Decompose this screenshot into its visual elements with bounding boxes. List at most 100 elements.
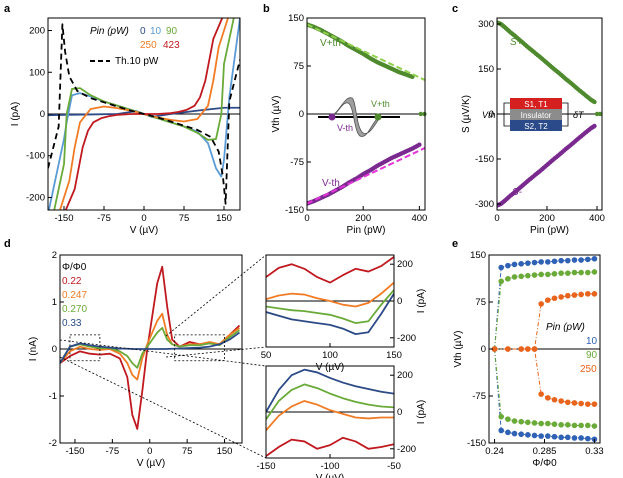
data-point-neg-250	[525, 346, 531, 352]
data-point-10	[538, 259, 544, 265]
fit-line-fit+	[307, 23, 425, 81]
panel-label-c: c	[452, 3, 458, 15]
panel-d-inset-bottom: -150 -100 -50 -200 0 200 V (µV) I (pA)	[256, 365, 427, 478]
panel-label-d: d	[4, 238, 11, 250]
connector-top-2	[165, 346, 267, 358]
legend-e-3: 250	[580, 364, 597, 375]
legend-e-2: 90	[586, 350, 598, 361]
y-tick-label: -1	[49, 391, 57, 402]
inset-c-wire-right	[562, 102, 569, 127]
x-axis-label: Pin (pW)	[347, 225, 386, 236]
legend-e-title: Pin (pW)	[546, 322, 585, 333]
plot-area-d-inset-bottom	[266, 368, 394, 457]
series-line-0.33	[266, 368, 394, 413]
data-point-neg-10	[545, 433, 551, 439]
data-point-10	[498, 264, 505, 271]
series-line-0.270	[60, 326, 241, 369]
data-point-S-	[592, 123, 597, 129]
x-tick-label: 150	[217, 446, 233, 457]
x-tick-label: 0.24	[485, 446, 504, 457]
data-point-250	[551, 295, 558, 302]
inset-c-insulator	[510, 109, 562, 120]
y-tick-label: -300	[475, 199, 494, 210]
y-axis-label: I (pA)	[416, 289, 427, 313]
data-point-10	[578, 257, 584, 263]
series-line-0.22	[266, 256, 394, 284]
label-c-splus: S+	[510, 37, 523, 48]
x-tick-label: 200	[355, 213, 371, 224]
y-tick-label: -75	[290, 157, 304, 168]
y-tick-label: 0	[397, 296, 402, 307]
y-axis-label: S (µV/K)	[461, 95, 472, 133]
y-tick-label: -200	[397, 444, 416, 455]
data-point-neg-10	[571, 435, 578, 441]
data-point-250	[578, 291, 584, 298]
inset-b-dot-plus	[374, 113, 382, 121]
inset-c-s2	[510, 120, 562, 131]
panel-b: 0 200 400 -150 -75 0 75 150 Pin (pW) Vth (µV)	[271, 13, 427, 236]
legend-d-4: 0.33	[62, 318, 82, 329]
data-point-neg-90	[531, 420, 538, 426]
y-tick-label: 150	[470, 250, 486, 261]
x-tick-label: -150	[65, 446, 84, 457]
data-point-250	[558, 294, 564, 300]
data-point-neg-90	[498, 413, 505, 420]
series-connector-90	[494, 271, 595, 350]
x-axis-label: V (µV)	[137, 458, 166, 469]
data-point-outlier	[597, 111, 603, 117]
data-point-neg-10	[584, 435, 591, 442]
legend-a: Pin (pW) 0 10 90 250 423 Th.10 pW	[90, 26, 180, 67]
panel-d: -150 -75 0 75 150 -2 -1 0 1 2 V (µV) I (nA)	[28, 250, 243, 469]
data-point-10	[558, 257, 564, 264]
y-tick-label: 150	[288, 13, 304, 24]
y-tick-label: -150	[285, 205, 304, 216]
data-point-90	[578, 269, 584, 276]
series-line-Th.10 pW	[48, 23, 240, 205]
data-point-10	[551, 258, 558, 265]
x-tick-label: -150	[54, 213, 73, 224]
legend-a-10: 10	[150, 26, 162, 37]
y-tick-label: -200	[26, 192, 45, 203]
plot-area-d-inset-top	[266, 256, 394, 336]
y-tick-label: 0	[397, 407, 402, 418]
data-point-neg-250	[584, 401, 591, 407]
series-line-0.247	[266, 281, 394, 308]
data-point-outlier	[418, 111, 423, 117]
data-point-10	[525, 260, 531, 266]
inset-c-s1	[510, 98, 562, 109]
data-point-neg-90	[518, 418, 524, 425]
data-point-neg-90	[558, 422, 564, 428]
x-axis-label: V (µV)	[316, 362, 345, 373]
legend-a-dashed: Th.10 pW	[115, 56, 159, 67]
inset-c-wire-left	[503, 102, 510, 127]
data-point-neg-250	[545, 395, 551, 401]
data-point-neg-250	[538, 391, 544, 397]
data-point-Vth+	[410, 74, 415, 80]
y-axis-label: I (pA)	[10, 102, 21, 126]
data-point-90	[505, 276, 511, 282]
data-point-250	[538, 301, 544, 307]
y-tick-label: 0	[299, 109, 304, 120]
inset-b-label-minus: V-th	[337, 123, 353, 133]
data-point-neg-90	[571, 422, 578, 429]
data-point-10	[545, 259, 551, 265]
x-tick-label: 75	[179, 213, 190, 224]
panel-e: 0.24 0.285 0.33 -150 -75 0 75 150 Φ/Φ0 Vth (µV)	[453, 250, 604, 469]
data-point-neg-250	[518, 346, 524, 352]
y-tick-label: 75	[293, 61, 304, 72]
data-point-neg-10	[498, 427, 505, 434]
data-point-90	[518, 273, 524, 280]
data-point-neg-10	[578, 435, 584, 441]
data-point-90	[538, 271, 544, 278]
y-tick-label: -100	[26, 151, 45, 162]
x-tick-label: -100	[320, 461, 339, 472]
data-point-90	[591, 269, 598, 275]
label-c-sminus: S-	[512, 187, 523, 198]
legend-a-90: 90	[166, 26, 178, 37]
data-point-neg-250	[578, 400, 584, 407]
labels-c: S+ S- S1, T1 Insulator S2, T2 Vth δT	[482, 37, 585, 198]
inset-c-s1-label: S1, T1	[524, 100, 548, 109]
data-point-250	[571, 292, 578, 298]
legend-d-2: 0.247	[62, 290, 87, 301]
zoom-box	[174, 334, 225, 362]
